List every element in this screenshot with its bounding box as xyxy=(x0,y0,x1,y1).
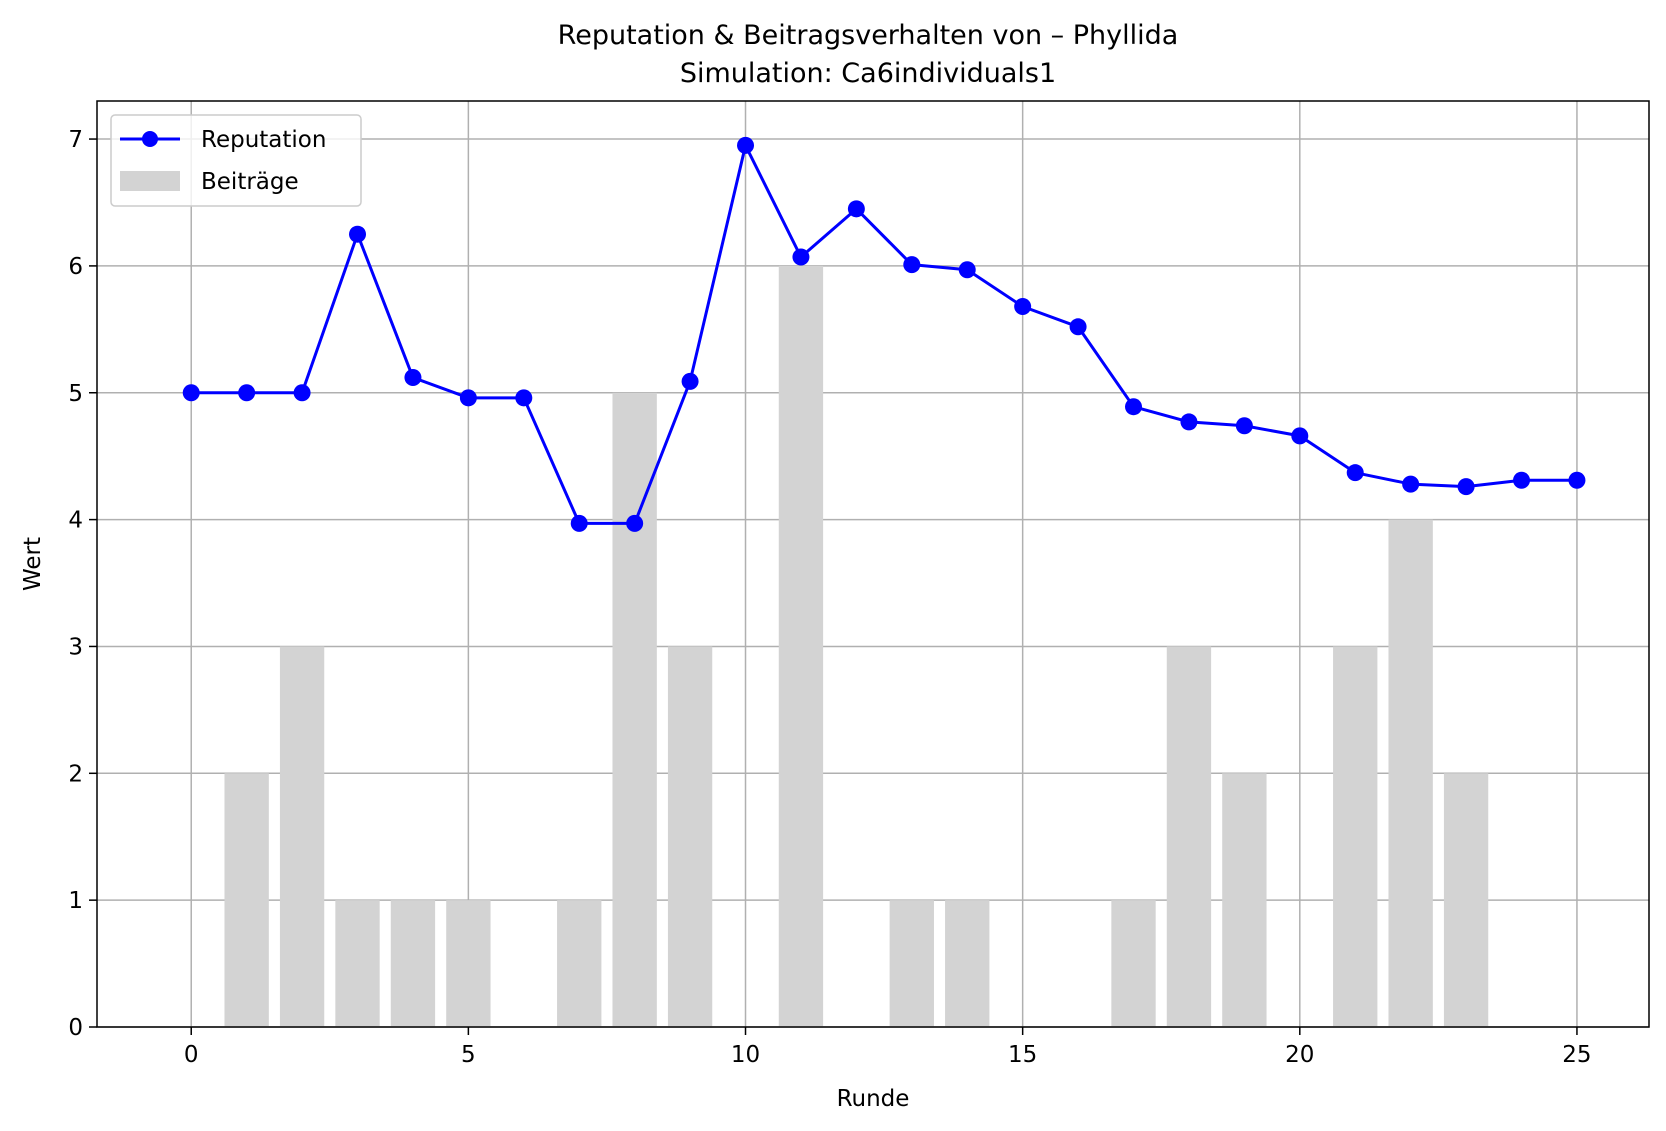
chart-subtitle: Simulation: Ca6individuals1 xyxy=(680,58,1056,89)
contribution-bar xyxy=(1166,646,1212,1027)
reputation-point xyxy=(1235,417,1253,435)
reputation-point xyxy=(737,136,755,154)
x-axis-ticks: 0 5 10 15 20 25 xyxy=(184,1027,1592,1068)
contribution-bar xyxy=(335,900,380,1027)
bar-series xyxy=(224,265,1489,1027)
reputation-point xyxy=(1568,471,1586,489)
legend: Reputation Beiträge xyxy=(110,114,362,207)
contribution-bar xyxy=(1388,519,1433,1027)
y-tick-label: 1 xyxy=(68,888,83,914)
reputation-point xyxy=(293,384,311,402)
contribution-bar xyxy=(612,392,657,1027)
contribution-bar xyxy=(1222,773,1267,1027)
legend-reputation-marker xyxy=(142,131,158,147)
legend-reputation-label: Reputation xyxy=(201,127,326,153)
contribution-bar xyxy=(667,646,713,1027)
reputation-point xyxy=(404,369,422,387)
contribution-bar xyxy=(1333,646,1378,1027)
y-tick-label: 3 xyxy=(68,634,83,660)
legend-beitraege-label: Beiträge xyxy=(201,169,299,195)
reputation-point xyxy=(349,225,367,243)
reputation-point xyxy=(1069,318,1087,336)
reputation-point xyxy=(1346,464,1364,482)
x-tick-label: 20 xyxy=(1285,1042,1314,1068)
reputation-point xyxy=(182,384,200,402)
reputation-point xyxy=(903,256,921,274)
contribution-bar xyxy=(446,900,491,1027)
y-tick-label: 0 xyxy=(68,1015,83,1041)
legend-beitraege-swatch xyxy=(120,171,180,191)
reputation-point xyxy=(1402,475,1420,493)
y-tick-label: 4 xyxy=(68,508,83,534)
y-tick-label: 2 xyxy=(68,761,83,787)
contribution-bar xyxy=(945,900,990,1027)
x-tick-label: 0 xyxy=(184,1042,199,1068)
y-axis-label: Wert xyxy=(20,537,46,591)
x-tick-label: 25 xyxy=(1562,1042,1591,1068)
contribution-bar xyxy=(1443,773,1489,1027)
reputation-point xyxy=(1291,427,1309,445)
y-tick-label: 6 xyxy=(68,254,83,280)
contribution-bar xyxy=(390,900,436,1027)
x-tick-label: 5 xyxy=(461,1042,476,1068)
contribution-bar xyxy=(224,773,269,1027)
contribution-bar xyxy=(778,265,824,1027)
contribution-bar xyxy=(1111,900,1156,1027)
x-axis-label: Runde xyxy=(837,1086,910,1112)
reputation-point xyxy=(1014,297,1032,315)
reputation-point xyxy=(1125,398,1143,416)
plot-frame xyxy=(96,100,1650,1028)
reputation-point xyxy=(1457,478,1475,496)
reputation-point xyxy=(681,372,699,390)
reputation-point xyxy=(792,248,810,266)
contribution-bar xyxy=(279,646,325,1027)
reputation-point xyxy=(1513,471,1531,489)
y-tick-label: 5 xyxy=(68,381,83,407)
y-axis-ticks: 0 1 2 3 4 5 6 7 xyxy=(68,127,97,1041)
reputation-point xyxy=(1180,413,1198,431)
reputation-point xyxy=(847,200,865,218)
reputation-point xyxy=(515,389,533,407)
reputation-point xyxy=(459,389,477,407)
contribution-bar xyxy=(557,900,602,1027)
reputation-line xyxy=(191,143,1577,525)
reputation-point xyxy=(626,514,644,532)
x-tick-label: 10 xyxy=(731,1042,760,1068)
contribution-bar xyxy=(889,900,934,1027)
reputation-point xyxy=(570,514,588,532)
chart-title: Reputation & Beitragsverhalten von – Phy… xyxy=(558,20,1179,51)
line-series xyxy=(182,136,1586,532)
reputation-point xyxy=(238,384,256,402)
y-tick-label: 7 xyxy=(68,127,83,153)
x-tick-label: 15 xyxy=(1008,1042,1037,1068)
reputation-point xyxy=(958,261,976,279)
